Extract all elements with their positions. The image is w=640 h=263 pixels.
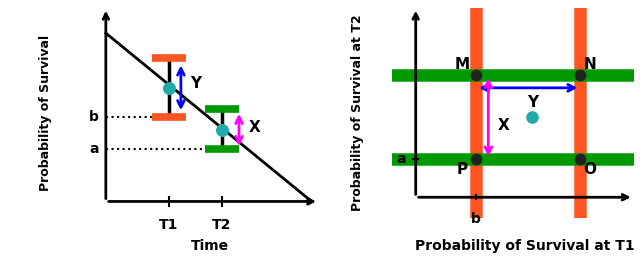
Text: Y: Y xyxy=(191,76,202,91)
Text: X: X xyxy=(498,118,510,133)
Text: Y: Y xyxy=(527,95,539,110)
Text: X: X xyxy=(249,120,260,135)
Text: N: N xyxy=(584,57,596,72)
Text: Probability of Survival: Probability of Survival xyxy=(39,35,52,191)
Text: Probability of Survival at T1: Probability of Survival at T1 xyxy=(415,239,634,253)
Text: O: O xyxy=(584,162,596,178)
Text: b: b xyxy=(89,110,99,124)
Text: P: P xyxy=(456,162,467,178)
Point xyxy=(527,115,537,119)
Text: a: a xyxy=(396,152,406,166)
Point xyxy=(471,157,481,161)
Point xyxy=(471,73,481,77)
Point xyxy=(575,157,586,161)
Text: b: b xyxy=(471,212,481,226)
Text: M: M xyxy=(454,57,469,72)
Point xyxy=(164,86,174,90)
Text: Time: Time xyxy=(191,239,229,253)
Text: Probability of Survival at T2: Probability of Survival at T2 xyxy=(351,15,364,211)
Text: T2: T2 xyxy=(212,218,232,232)
Text: a: a xyxy=(89,142,99,156)
Point xyxy=(217,128,227,132)
Text: T1: T1 xyxy=(159,218,179,232)
Point xyxy=(575,73,586,77)
